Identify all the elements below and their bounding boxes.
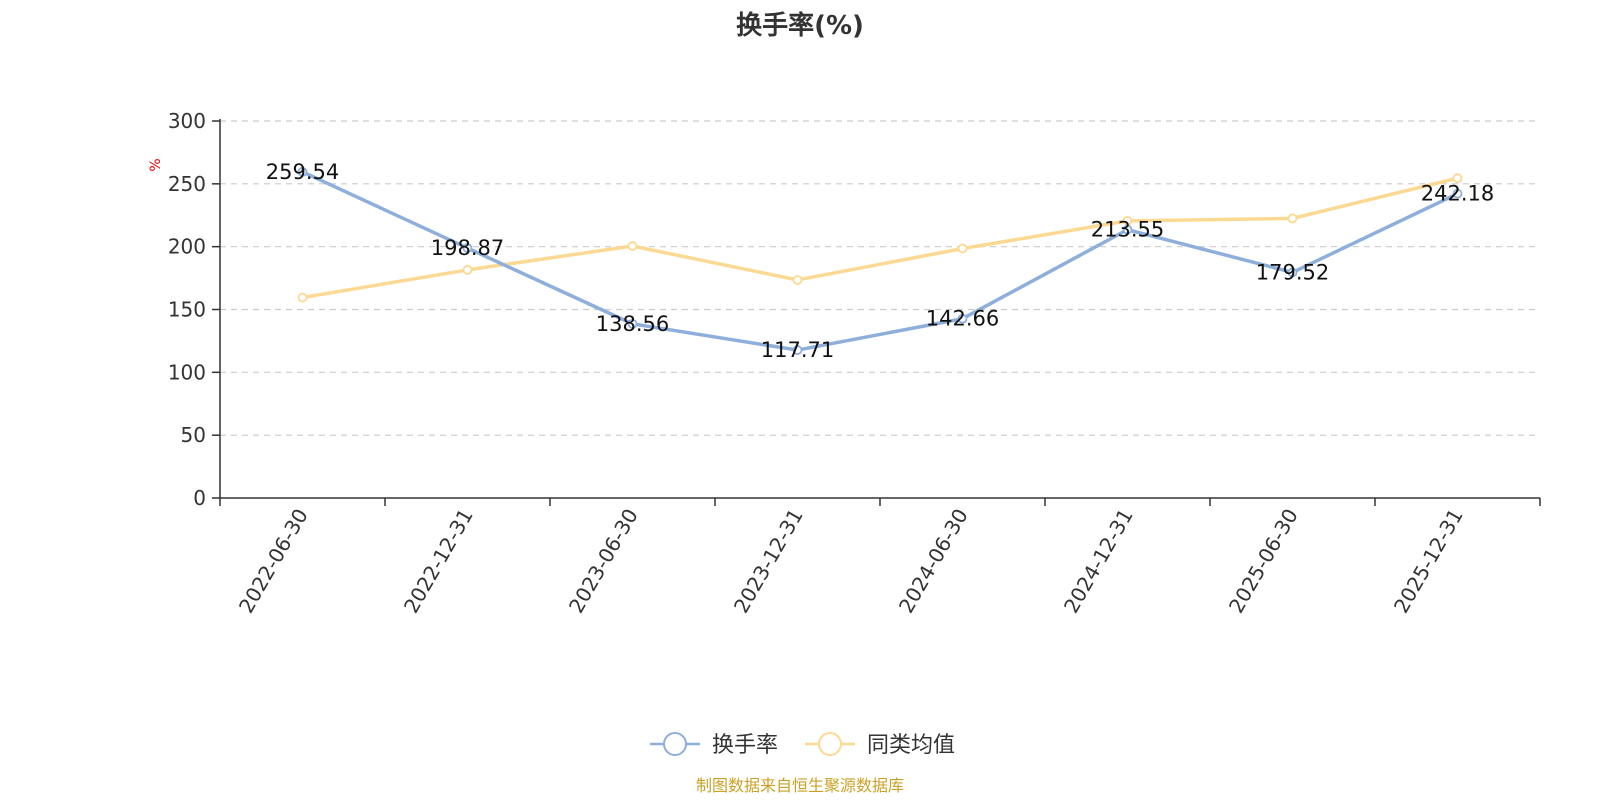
- legend-label: 同类均值: [867, 733, 955, 758]
- data-point: [1452, 188, 1463, 199]
- x-axis-ticks: 2022-06-30 2022-12-31 2023-06-30 2023-12-31…: [219, 498, 1541, 618]
- legend-marker: [663, 732, 687, 756]
- data-point: [462, 243, 473, 253]
- source-note: 制图数据来自恒生聚源数据库: [696, 776, 904, 795]
- y-tick-label: 300: [168, 109, 206, 133]
- series-lines: [297, 166, 1463, 355]
- y-tick-label: 200: [168, 235, 206, 259]
- x-tick-label: 2022-12-31: [399, 505, 478, 618]
- data-label: 117.71: [761, 338, 834, 362]
- data-label: 259.54: [266, 160, 339, 184]
- gridlines: [220, 120, 1540, 436]
- data-point: [1287, 213, 1298, 224]
- y-axis-ticks: 0 50 100 150 200 250 300: [168, 109, 220, 510]
- data-label: 142.66: [926, 307, 999, 331]
- x-tick-label: 2023-06-30: [564, 505, 643, 618]
- x-tick-label: 2022-06-30: [234, 505, 313, 618]
- chart-title: 换手率(%): [736, 10, 864, 41]
- data-point: [1452, 173, 1463, 184]
- data-point: [627, 318, 638, 329]
- data-point: [957, 243, 968, 254]
- legend-marker: [818, 732, 842, 756]
- legend: 换手率 同类均值: [650, 732, 955, 758]
- data-point: [957, 313, 968, 324]
- y-tick-label: 100: [168, 360, 206, 384]
- data-point: [792, 275, 803, 285]
- y-tick-label: 150: [168, 298, 206, 322]
- data-point: [1287, 267, 1298, 278]
- legend-label: 换手率: [712, 733, 778, 758]
- data-point: [1122, 224, 1133, 235]
- y-tick-label: 250: [168, 172, 206, 196]
- data-point: [297, 292, 308, 303]
- axes: [219, 119, 1540, 499]
- series-line-0: [301, 170, 1459, 352]
- data-point: [792, 345, 803, 355]
- data-label: 213.55: [1091, 218, 1164, 242]
- data-point: [627, 241, 638, 251]
- data-point: [297, 166, 308, 177]
- data-label: 242.18: [1421, 182, 1494, 206]
- series-line-1: [302, 176, 1458, 300]
- x-tick-label: 2023-12-31: [729, 505, 808, 618]
- y-axis-unit-label: %: [148, 158, 164, 171]
- data-labels: 259.54 198.87 138.56 117.71 142.66 213.55 179.…: [266, 160, 1494, 362]
- data-point: [462, 265, 473, 275]
- y-tick-label: 0: [193, 486, 206, 510]
- x-tick-label: 2024-06-30: [894, 505, 973, 618]
- x-tick-label: 2025-12-31: [1389, 505, 1468, 618]
- y-tick-label: 50: [181, 423, 206, 447]
- x-tick-label: 2024-12-31: [1059, 505, 1138, 618]
- data-label: 179.52: [1256, 260, 1329, 284]
- data-label: 138.56: [596, 312, 669, 336]
- x-tick-label: 2025-06-30: [1224, 505, 1303, 618]
- data-label: 198.87: [431, 236, 504, 260]
